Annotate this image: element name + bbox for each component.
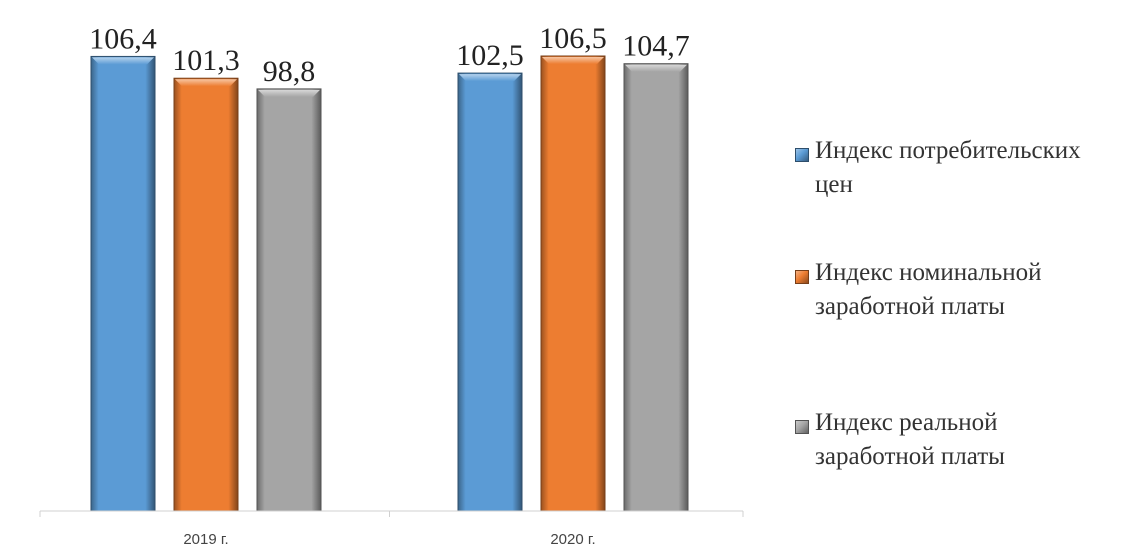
bar-1-2 [623, 63, 689, 512]
value-label-1-1: 106,5 [539, 22, 607, 55]
category-label-1: 2020 г. [550, 531, 595, 548]
value-label-0-1: 101,3 [172, 44, 240, 77]
value-label-1-2: 104,7 [622, 30, 690, 63]
value-label-0-2: 98,8 [263, 55, 316, 88]
x-axis: 2019 г. 2020 г. [39, 510, 744, 548]
bar-0-2 [256, 88, 322, 512]
legend-swatch-2 [795, 420, 809, 434]
legend: Индекс потребительских цен Индекс номина… [795, 0, 1130, 552]
bar-0-1 [173, 77, 239, 512]
legend-swatch-1 [795, 270, 809, 284]
bars-group [90, 55, 689, 512]
bar-0-0 [90, 55, 156, 512]
value-labels-group: 106,4 101,3 98,8 102,5 106,5 104,7 [89, 22, 690, 88]
legend-label-0: Индекс потребительских цен [815, 137, 1081, 198]
legend-item-1: Индекс номинальной заработной платы [795, 256, 1115, 324]
bar-1-0 [457, 72, 523, 512]
legend-item-2: Индекс реальной заработной платы [795, 406, 1115, 474]
legend-swatch-0 [795, 148, 809, 162]
value-label-0-0: 106,4 [89, 22, 157, 55]
legend-label-1: Индекс номинальной заработной платы [815, 259, 1042, 320]
value-label-1-0: 102,5 [456, 39, 524, 72]
category-label-0: 2019 г. [183, 531, 228, 548]
legend-item-0: Индекс потребительских цен [795, 134, 1115, 202]
legend-label-2: Индекс реальной заработной платы [815, 409, 1005, 470]
bar-1-1 [540, 55, 606, 512]
